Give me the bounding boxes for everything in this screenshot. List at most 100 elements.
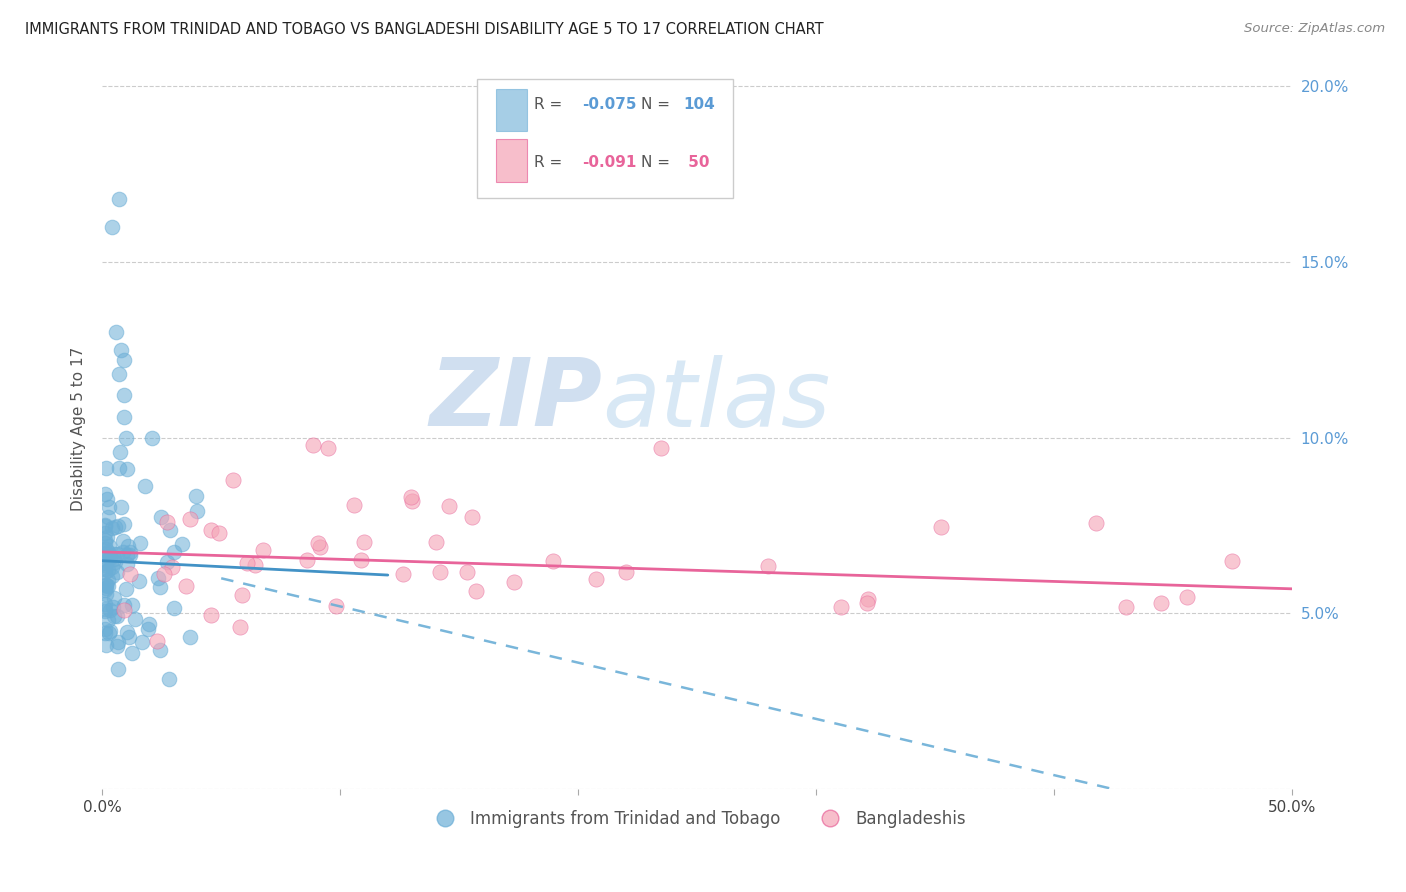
Point bbox=[107, 662, 129, 676]
Point bbox=[200, 607, 222, 622]
Point bbox=[156, 555, 179, 569]
Text: R =: R = bbox=[534, 154, 567, 169]
Point bbox=[112, 388, 135, 402]
Point bbox=[121, 646, 143, 660]
Point bbox=[316, 441, 339, 455]
FancyBboxPatch shape bbox=[496, 139, 527, 182]
Point bbox=[179, 512, 201, 526]
Point bbox=[437, 499, 460, 513]
Point bbox=[100, 549, 122, 563]
Point bbox=[830, 599, 852, 614]
Point bbox=[93, 556, 115, 570]
Point bbox=[353, 534, 375, 549]
Point bbox=[111, 533, 134, 548]
Point bbox=[117, 540, 139, 554]
Point bbox=[98, 624, 121, 638]
Point bbox=[105, 609, 128, 624]
Text: 104: 104 bbox=[683, 97, 714, 112]
Point bbox=[295, 552, 318, 566]
Point bbox=[112, 517, 135, 532]
Point bbox=[98, 603, 121, 617]
Point bbox=[105, 565, 128, 579]
Point bbox=[325, 599, 347, 613]
FancyBboxPatch shape bbox=[477, 79, 733, 198]
Point bbox=[401, 494, 423, 508]
Point bbox=[425, 535, 447, 549]
Point bbox=[222, 473, 245, 487]
Text: ZIP: ZIP bbox=[429, 354, 602, 446]
Point bbox=[93, 604, 115, 618]
Point bbox=[112, 599, 135, 613]
Point bbox=[149, 580, 172, 594]
Point bbox=[94, 582, 117, 596]
Point bbox=[97, 573, 120, 587]
Point bbox=[112, 409, 135, 424]
Point bbox=[94, 461, 117, 475]
Point bbox=[120, 549, 142, 563]
Point bbox=[136, 623, 159, 637]
Point bbox=[200, 523, 222, 537]
Point bbox=[104, 547, 127, 561]
Point bbox=[104, 556, 127, 570]
Text: -0.075: -0.075 bbox=[582, 97, 637, 112]
Point bbox=[114, 582, 136, 596]
Point bbox=[614, 565, 637, 579]
Point bbox=[756, 559, 779, 574]
Point bbox=[93, 558, 115, 572]
Point bbox=[110, 500, 132, 515]
Point bbox=[107, 519, 129, 533]
Point bbox=[97, 547, 120, 561]
Point bbox=[128, 574, 150, 588]
Point bbox=[97, 500, 120, 514]
Point bbox=[229, 620, 252, 634]
Point bbox=[103, 551, 125, 566]
Text: Source: ZipAtlas.com: Source: ZipAtlas.com bbox=[1244, 22, 1385, 36]
Point bbox=[115, 625, 138, 640]
Point bbox=[93, 526, 115, 541]
Text: IMMIGRANTS FROM TRINIDAD AND TOBAGO VS BANGLADESHI DISABILITY AGE 5 TO 17 CORREL: IMMIGRANTS FROM TRINIDAD AND TOBAGO VS B… bbox=[25, 22, 824, 37]
Point bbox=[159, 523, 181, 537]
Point bbox=[97, 625, 120, 640]
Point bbox=[121, 598, 143, 612]
Point bbox=[93, 582, 115, 597]
Point bbox=[93, 623, 115, 637]
Point bbox=[97, 563, 120, 577]
Point bbox=[110, 445, 132, 459]
Point bbox=[97, 579, 120, 593]
Point bbox=[107, 635, 129, 649]
Point bbox=[115, 548, 138, 562]
Point bbox=[94, 562, 117, 576]
Point bbox=[107, 639, 129, 653]
Point bbox=[153, 566, 176, 581]
Point bbox=[128, 535, 150, 549]
Point bbox=[104, 519, 127, 533]
Point bbox=[93, 519, 115, 533]
Point bbox=[115, 431, 138, 445]
Point bbox=[456, 565, 478, 579]
Text: 50: 50 bbox=[683, 154, 710, 169]
Point bbox=[105, 547, 128, 561]
Point bbox=[134, 479, 156, 493]
Point bbox=[115, 462, 138, 476]
Point bbox=[103, 608, 125, 623]
Point bbox=[108, 192, 131, 206]
Point bbox=[179, 630, 201, 644]
Point bbox=[543, 554, 565, 568]
Point bbox=[236, 556, 259, 570]
Point bbox=[157, 672, 180, 686]
Point bbox=[856, 591, 879, 606]
Point bbox=[172, 537, 194, 551]
Point bbox=[146, 633, 169, 648]
Point bbox=[585, 572, 607, 586]
Point bbox=[929, 520, 952, 534]
Text: -0.091: -0.091 bbox=[582, 154, 636, 169]
Point bbox=[108, 368, 131, 382]
Point bbox=[93, 533, 115, 548]
Point bbox=[141, 431, 163, 445]
Legend: Immigrants from Trinidad and Tobago, Bangladeshis: Immigrants from Trinidad and Tobago, Ban… bbox=[422, 804, 973, 835]
Point bbox=[502, 575, 524, 590]
Point bbox=[94, 542, 117, 557]
Point bbox=[110, 343, 132, 357]
Point bbox=[93, 517, 115, 532]
Point bbox=[93, 565, 115, 579]
